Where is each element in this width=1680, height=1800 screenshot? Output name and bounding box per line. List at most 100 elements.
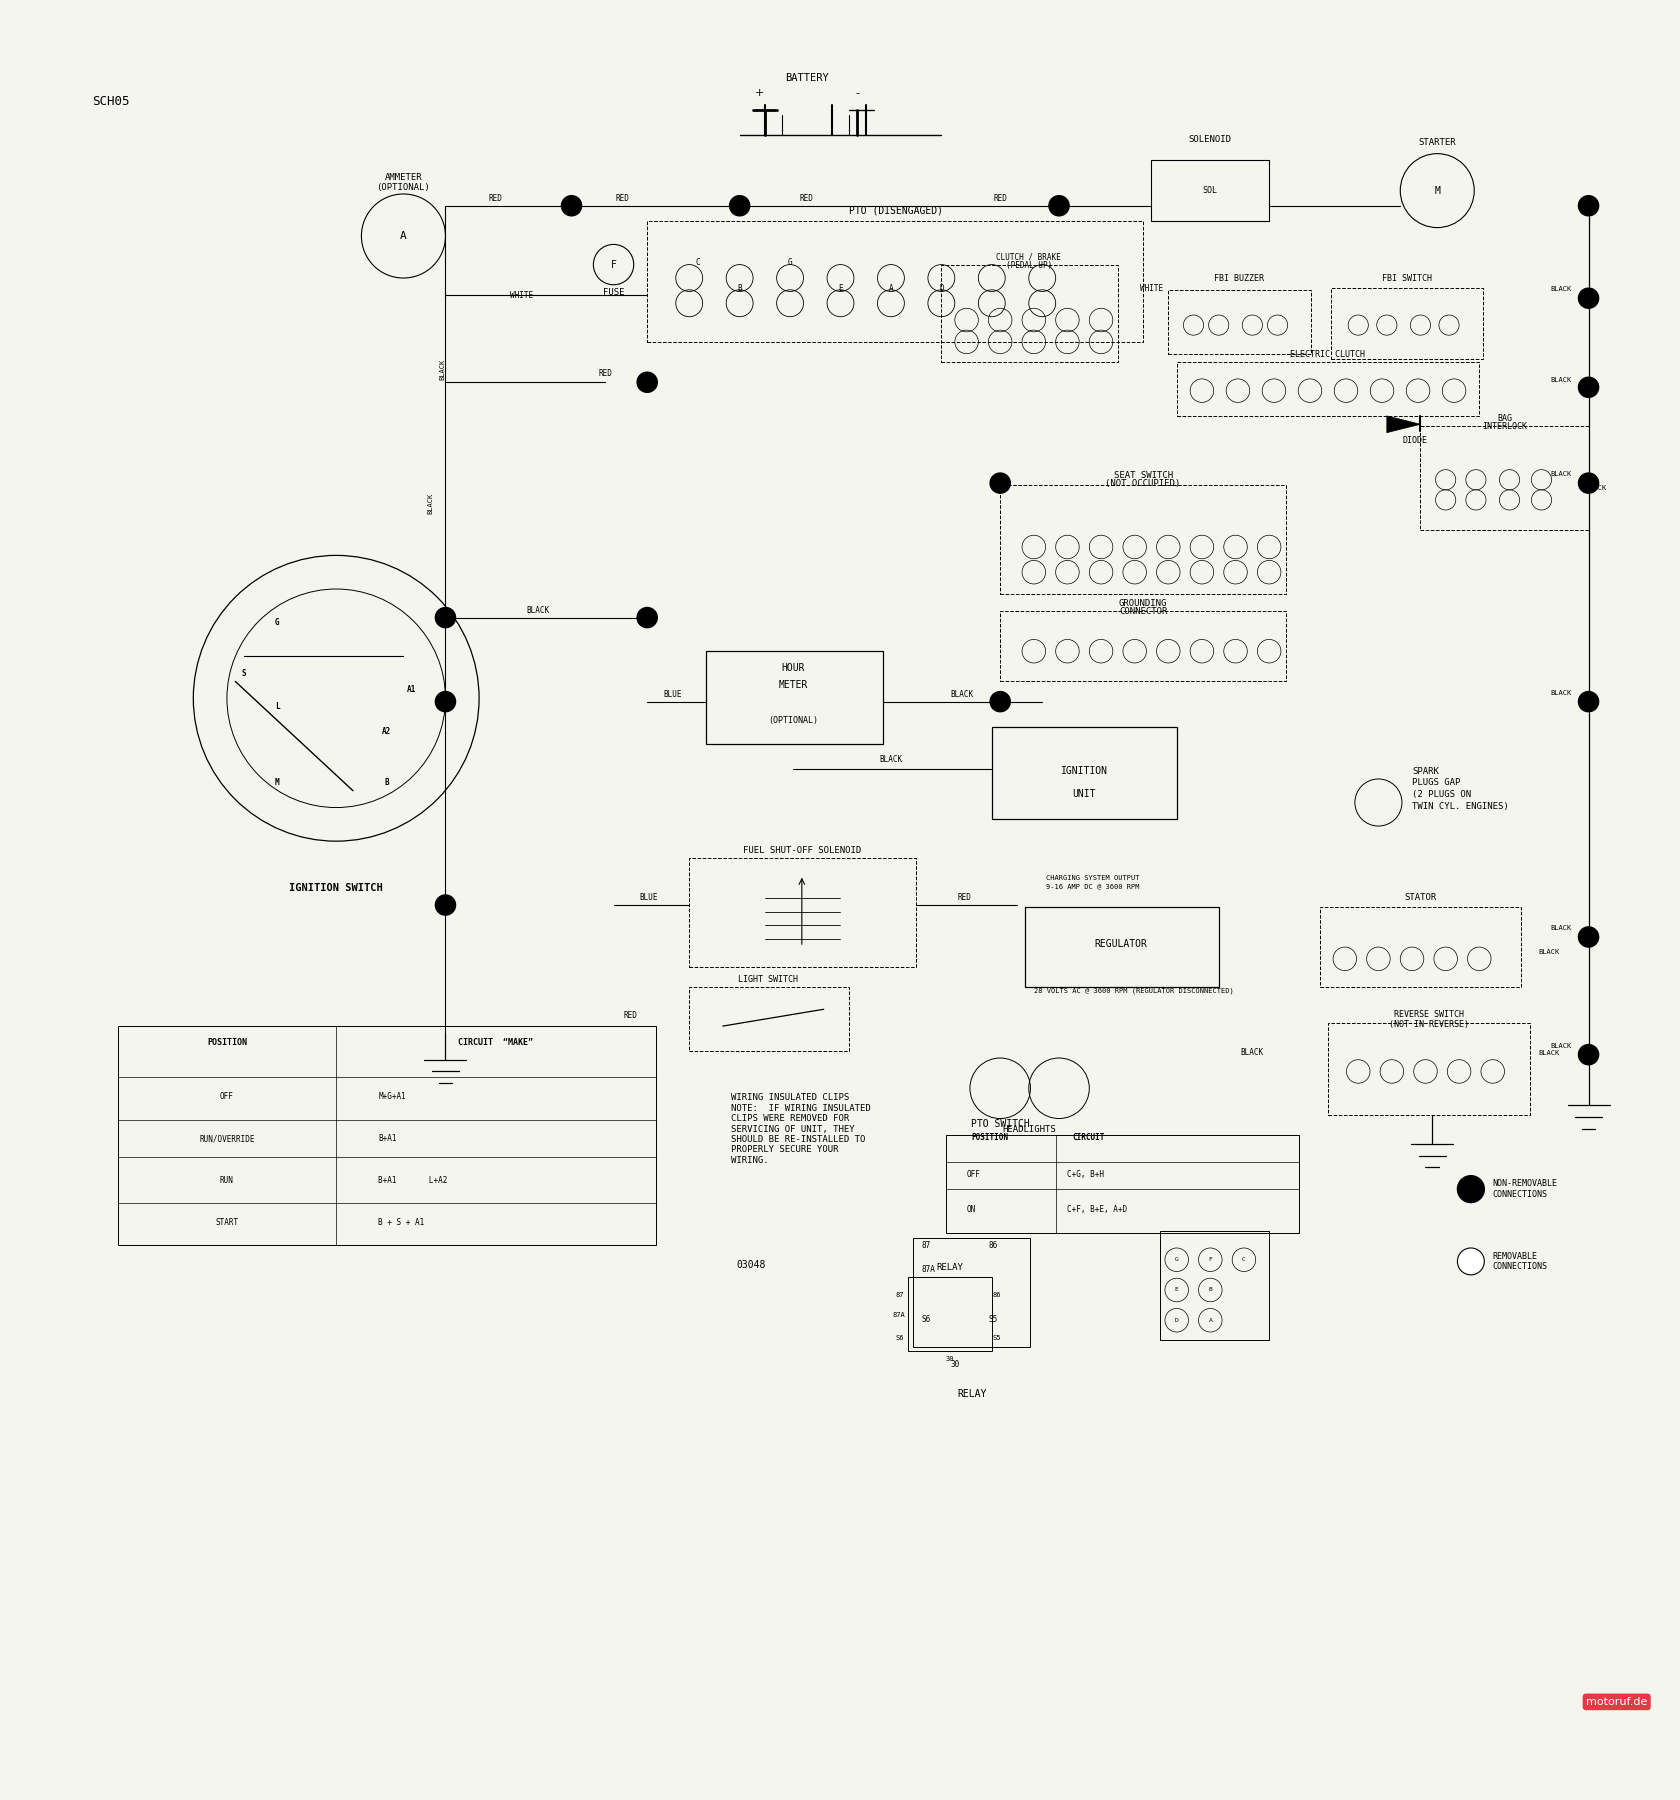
Text: (OPTIONAL): (OPTIONAL) [376, 184, 430, 193]
Text: SEAT SWITCH: SEAT SWITCH [1112, 472, 1173, 481]
Text: BLACK: BLACK [1537, 1049, 1559, 1055]
Text: M+G+A1: M+G+A1 [378, 1093, 407, 1102]
Text: B: B [1208, 1287, 1211, 1292]
Text: OFF: OFF [220, 1093, 234, 1102]
Text: BLACK: BLACK [438, 358, 445, 380]
Text: UNIT: UNIT [1072, 788, 1095, 799]
Text: BLACK: BLACK [879, 756, 902, 765]
Bar [1319, 907, 1520, 988]
Text: A2: A2 [381, 727, 391, 736]
Text: FBI SWITCH: FBI SWITCH [1381, 274, 1431, 283]
Circle shape [561, 196, 581, 216]
Text: C+F, B+E, A+D: C+F, B+E, A+D [1067, 1204, 1127, 1213]
Text: BATTERY: BATTERY [785, 74, 828, 83]
Text: BLACK: BLACK [1537, 949, 1559, 954]
Text: WHITE: WHITE [1139, 284, 1163, 293]
Text: S5: S5 [991, 1336, 1001, 1341]
Text: RUN: RUN [220, 1175, 234, 1184]
Text: HEADLIGHTS: HEADLIGHTS [1001, 1125, 1055, 1134]
Circle shape [637, 608, 657, 628]
Text: RED: RED [993, 194, 1006, 203]
Text: PTO SWITCH: PTO SWITCH [971, 1118, 1028, 1129]
Text: 28 VOLTS AC @ 3600 RPM (REGULATOR DISCONNECTED): 28 VOLTS AC @ 3600 RPM (REGULATOR DISCON… [1033, 988, 1233, 994]
Text: G: G [788, 257, 791, 266]
Text: +: + [754, 88, 764, 99]
Circle shape [1048, 196, 1068, 216]
Circle shape [1578, 196, 1598, 216]
Text: IGNITION SWITCH: IGNITION SWITCH [289, 884, 383, 893]
Text: RED: RED [800, 194, 813, 203]
Text: GROUNDING: GROUNDING [1119, 599, 1166, 608]
Text: (NOT IN REVERSE): (NOT IN REVERSE) [1388, 1021, 1468, 1030]
Bar [941, 265, 1117, 362]
Bar [1159, 1231, 1268, 1341]
Text: D: D [1174, 1318, 1178, 1323]
Text: REVERSE SWITCH: REVERSE SWITCH [1393, 1010, 1463, 1019]
Circle shape [990, 473, 1010, 493]
Text: 86: 86 [988, 1240, 998, 1249]
Text: B+A1: B+A1 [378, 1134, 396, 1143]
Bar [991, 727, 1176, 819]
Text: D: D [939, 284, 942, 293]
Text: 30: 30 [949, 1361, 959, 1370]
Circle shape [435, 691, 455, 711]
Text: CIRCUIT  “MAKE”: CIRCUIT “MAKE” [459, 1039, 533, 1048]
Text: BLACK: BLACK [949, 689, 973, 698]
Bar [907, 1276, 991, 1350]
Text: BLACK: BLACK [526, 605, 549, 614]
Bar [1331, 288, 1482, 358]
Text: RED: RED [489, 194, 502, 203]
Bar [1000, 484, 1285, 594]
Text: CHARGING SYSTEM OUTPUT: CHARGING SYSTEM OUTPUT [1045, 875, 1139, 880]
Text: SOLENOID: SOLENOID [1188, 135, 1231, 144]
Text: REMOVABLE
CONNECTIONS: REMOVABLE CONNECTIONS [1492, 1251, 1547, 1271]
Text: BLACK: BLACK [1549, 925, 1571, 931]
Text: (2 PLUGS ON: (2 PLUGS ON [1411, 790, 1470, 799]
Text: 03048: 03048 [736, 1260, 764, 1269]
Text: PTO (DISENGAGED): PTO (DISENGAGED) [848, 205, 942, 216]
Text: A: A [1208, 1318, 1211, 1323]
Text: BLUE: BLUE [638, 893, 659, 902]
Circle shape [1457, 1175, 1483, 1202]
Text: BLUE: BLUE [662, 689, 682, 698]
Text: POSITION: POSITION [207, 1039, 247, 1048]
Text: E: E [1174, 1287, 1178, 1292]
Text: C: C [1242, 1256, 1245, 1262]
Circle shape [990, 691, 1010, 711]
Text: FBI BUZZER: FBI BUZZER [1213, 274, 1263, 283]
Text: SCH05: SCH05 [92, 95, 129, 108]
Text: M: M [1433, 185, 1440, 196]
Text: G: G [1174, 1256, 1178, 1262]
Text: TWIN CYL. ENGINES): TWIN CYL. ENGINES) [1411, 803, 1509, 812]
Bar [1420, 427, 1588, 531]
Polygon shape [1386, 416, 1420, 432]
Text: BLACK: BLACK [1549, 689, 1571, 697]
Text: F: F [610, 259, 617, 270]
Text: motoruf.de: motoruf.de [1584, 1697, 1646, 1706]
Text: 9-16 AMP DC @ 3600 RPM: 9-16 AMP DC @ 3600 RPM [1045, 884, 1139, 889]
Circle shape [1578, 1044, 1598, 1066]
Bar [1025, 907, 1218, 988]
Bar [1327, 1022, 1529, 1116]
Bar [1000, 610, 1285, 682]
Text: M: M [276, 778, 279, 787]
Text: SOL: SOL [1203, 185, 1216, 194]
Text: S: S [242, 668, 245, 677]
Text: CONNECTOR: CONNECTOR [1119, 607, 1166, 616]
Circle shape [1578, 378, 1598, 398]
Text: WIRING INSULATED CLIPS
NOTE:  IF WIRING INSULATED
CLIPS WERE REMOVED FOR
SERVICI: WIRING INSULATED CLIPS NOTE: IF WIRING I… [731, 1093, 870, 1165]
Text: RED: RED [958, 893, 971, 902]
Circle shape [1578, 691, 1598, 711]
Bar [1168, 290, 1310, 353]
Text: CIRCUIT: CIRCUIT [1072, 1132, 1104, 1141]
Text: STATOR: STATOR [1403, 893, 1436, 902]
Text: B + S + A1: B + S + A1 [378, 1219, 425, 1228]
Text: F: F [1208, 1256, 1211, 1262]
Bar [912, 1238, 1030, 1346]
Text: (NOT OCCUPIED): (NOT OCCUPIED) [1105, 479, 1179, 488]
Text: DIODE: DIODE [1403, 436, 1426, 445]
Text: E: E [838, 284, 842, 293]
Text: BLACK: BLACK [1584, 484, 1606, 491]
Circle shape [729, 196, 749, 216]
Text: POSITION: POSITION [971, 1132, 1008, 1141]
